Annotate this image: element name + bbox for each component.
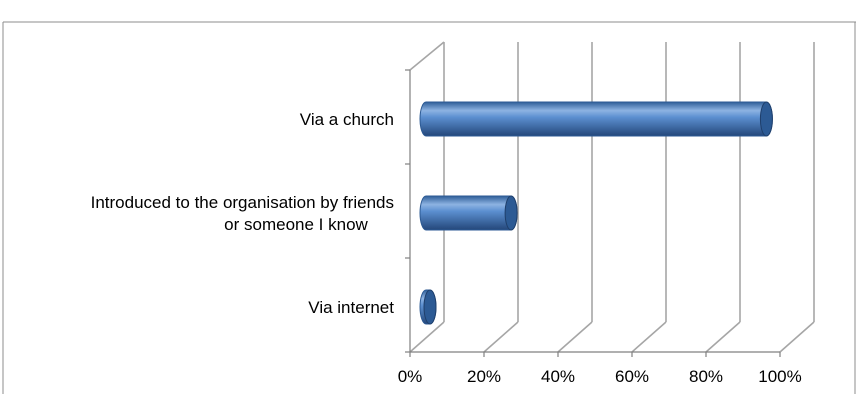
bar-3 bbox=[419, 289, 437, 325]
grid-line-floor bbox=[705, 321, 741, 353]
x-tick-label: 60% bbox=[615, 367, 649, 386]
category-label-1: Via a church bbox=[300, 110, 394, 129]
grid-line-floor bbox=[631, 321, 667, 353]
grid-line-floor bbox=[779, 321, 815, 353]
bar-2 bbox=[419, 195, 518, 231]
category-label-line: Introduced to the organisation by friend… bbox=[91, 193, 394, 212]
grid-line-floor bbox=[483, 321, 519, 353]
category-label-line: or someone I know bbox=[224, 215, 368, 234]
bar-end-cap bbox=[759, 101, 773, 137]
grid-line-floor bbox=[409, 321, 445, 353]
x-tick-label: 100% bbox=[758, 367, 801, 386]
category-label-line: Via a church bbox=[300, 110, 394, 129]
grid-line-floor bbox=[557, 321, 593, 353]
bar-body bbox=[419, 101, 773, 137]
category-label-2: Introduced to the organisation by friend… bbox=[91, 193, 394, 234]
bar-layer bbox=[419, 101, 773, 325]
bar-1 bbox=[419, 101, 773, 137]
x-tick-label: 80% bbox=[689, 367, 723, 386]
category-label-line: Via internet bbox=[308, 298, 394, 317]
grid-layer bbox=[409, 41, 815, 353]
label-layer: 0% 20% 40% 60% 80% 100% Via a church Introduced… bbox=[91, 110, 802, 386]
x-tick-label: 40% bbox=[541, 367, 575, 386]
category-label-3: Via internet bbox=[308, 298, 394, 317]
bar-end-cap bbox=[423, 289, 437, 325]
grid-line-left-edge bbox=[409, 41, 445, 71]
axis-layer bbox=[405, 69, 781, 357]
x-tick-label: 20% bbox=[467, 367, 501, 386]
x-tick-label: 0% bbox=[398, 367, 423, 386]
bar-end-cap bbox=[504, 195, 518, 231]
bar-body bbox=[419, 195, 518, 231]
